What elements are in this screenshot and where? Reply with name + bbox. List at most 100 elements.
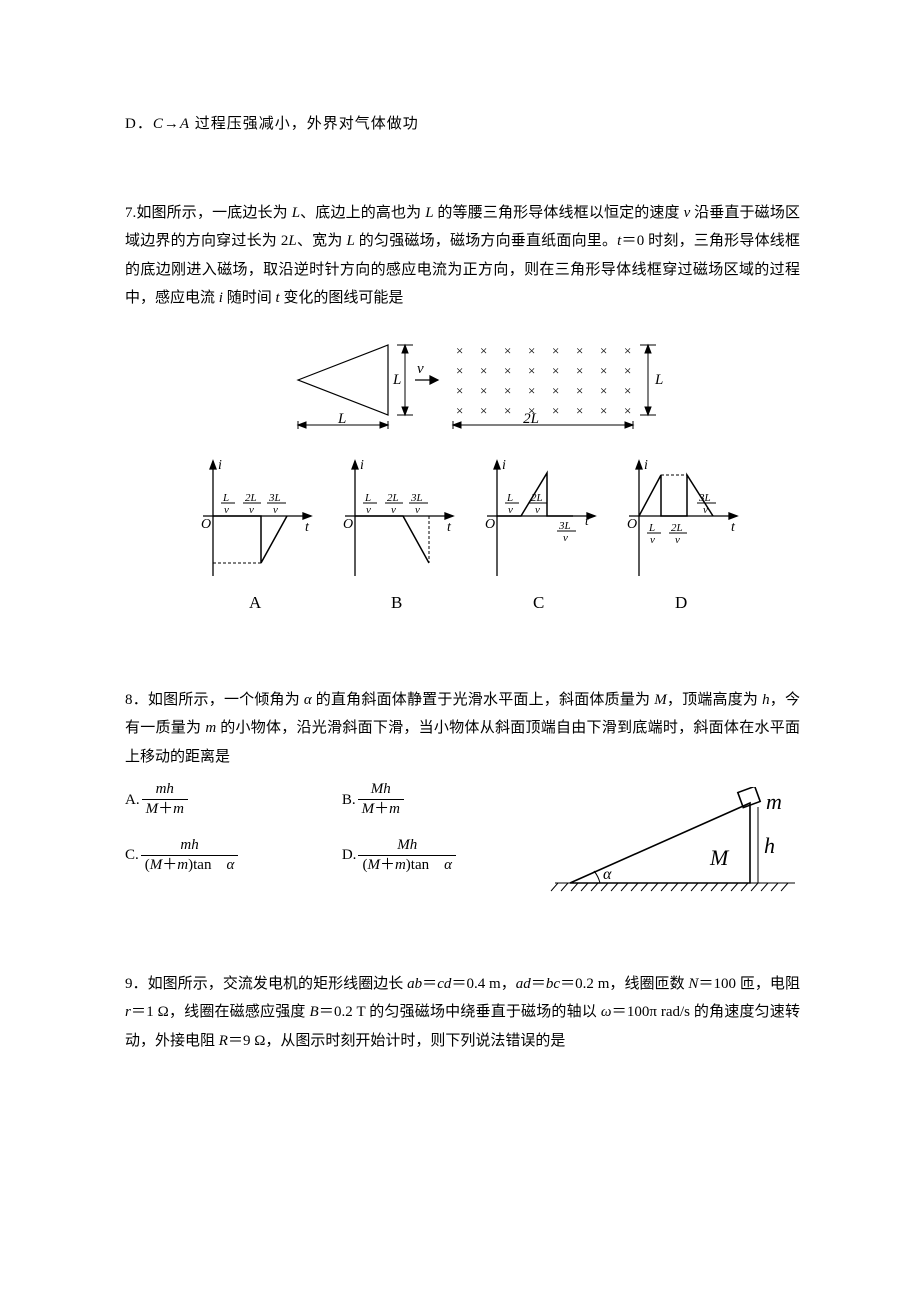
gap-1: [125, 147, 800, 199]
svg-text:3L: 3L: [558, 520, 571, 532]
q8-option-c: C. mh (M＋m)tan α: [125, 837, 325, 875]
svg-text:i: i: [644, 458, 648, 473]
svg-text:i: i: [502, 458, 506, 473]
svg-text:B: B: [391, 593, 402, 612]
q8-option-b: B. Mh M＋m: [342, 781, 542, 819]
q6d-label: D．: [125, 116, 153, 132]
svg-text:×: ×: [456, 343, 463, 358]
svg-text:v: v: [249, 504, 254, 516]
svg-text:3L: 3L: [410, 492, 423, 504]
svg-text:×: ×: [504, 343, 511, 358]
svg-text:v: v: [224, 504, 229, 516]
svg-text:×: ×: [624, 383, 631, 398]
svg-text:×: ×: [528, 363, 535, 378]
svg-text:α: α: [603, 866, 612, 883]
svg-text:×: ×: [504, 363, 511, 378]
svg-text:L: L: [648, 522, 655, 534]
svg-text:×: ×: [624, 403, 631, 418]
svg-text:v: v: [650, 534, 655, 546]
svg-text:×: ×: [552, 403, 559, 418]
q8-hatch: [551, 883, 788, 891]
svg-text:×: ×: [528, 343, 535, 358]
q8-figure: α M m h: [550, 787, 800, 918]
svg-text:v: v: [417, 361, 424, 377]
q7-num: 7.: [125, 205, 136, 221]
svg-text:×: ×: [480, 343, 487, 358]
svg-text:×: ×: [480, 383, 487, 398]
svg-text:v: v: [675, 534, 680, 546]
q8-option-a: A. mh M＋m: [125, 781, 325, 819]
svg-text:×: ×: [576, 363, 583, 378]
svg-text:v: v: [273, 504, 278, 516]
q9-num: 9．: [125, 976, 148, 992]
svg-text:×: ×: [456, 363, 463, 378]
q7-graph-d: i O t 3Lv Lv 2Lv D: [627, 458, 737, 612]
svg-text:L: L: [364, 492, 371, 504]
q6-option-d: D．C→A 过程压强减小，外界对气体做功: [125, 110, 800, 139]
svg-text:×: ×: [504, 383, 511, 398]
svg-text:×: ×: [600, 403, 607, 418]
svg-text:×: ×: [552, 383, 559, 398]
q8-options-row: A. mh M＋m B. Mh M＋m C. mh (M＋m)tan α: [125, 781, 800, 918]
svg-text:M: M: [709, 845, 730, 870]
svg-text:2L: 2L: [245, 492, 257, 504]
svg-text:O: O: [485, 517, 495, 532]
svg-text:L: L: [337, 411, 346, 427]
svg-text:L: L: [506, 492, 513, 504]
svg-text:×: ×: [456, 403, 463, 418]
svg-text:×: ×: [456, 383, 463, 398]
svg-text:×: ×: [480, 363, 487, 378]
svg-text:×: ×: [624, 363, 631, 378]
svg-text:i: i: [218, 458, 222, 473]
svg-text:D: D: [675, 593, 687, 612]
q6d-ca: C→A: [153, 116, 190, 132]
svg-text:v: v: [391, 504, 396, 516]
q9-stem: 9．如图所示，交流发电机的矩形线圈边长 ab＝cd＝0.4 m，ad＝bc＝0.…: [125, 970, 800, 1056]
q6d-post: 过程压强减小，外界对气体做功: [190, 116, 419, 132]
svg-text:t: t: [731, 520, 736, 535]
svg-text:×: ×: [480, 403, 487, 418]
q8-num: 8．: [125, 692, 148, 708]
svg-text:2L: 2L: [523, 411, 539, 427]
svg-text:L: L: [654, 372, 663, 388]
svg-text:v: v: [508, 504, 513, 516]
svg-text:v: v: [535, 504, 540, 516]
svg-text:L: L: [392, 372, 401, 388]
svg-text:v: v: [366, 504, 371, 516]
svg-text:×: ×: [528, 383, 535, 398]
q8-stem: 8．如图所示，一个倾角为 α 的直角斜面体静置于光滑水平面上，斜面体质量为 M，…: [125, 686, 800, 772]
q7-graph-a: i O t Lv 2Lv 3Lv A: [201, 458, 311, 612]
svg-text:t: t: [447, 520, 452, 535]
svg-text:C: C: [533, 593, 544, 612]
svg-text:t: t: [585, 513, 589, 528]
svg-text:×: ×: [576, 383, 583, 398]
svg-text:i: i: [360, 458, 364, 473]
q8-option-d: D. Mh (M＋m)tan α: [342, 837, 542, 875]
svg-text:O: O: [627, 517, 637, 532]
svg-text:3L: 3L: [268, 492, 281, 504]
svg-text:m: m: [766, 789, 782, 814]
svg-text:O: O: [201, 517, 211, 532]
q7-stem: 7.如图所示，一底边长为 L、底边上的高也为 L 的等腰三角形导体线框以恒定的速…: [125, 199, 800, 313]
q7-options-svg: i O t Lv 2Lv 3Lv A: [183, 451, 743, 626]
svg-text:v: v: [563, 532, 568, 544]
svg-text:×: ×: [576, 403, 583, 418]
q7-graph-b: i O t Lv 2Lv 3Lv B: [343, 458, 453, 612]
q7-setup-svg: L L v ××××××××××××××××××××××××××××××××: [253, 327, 673, 437]
q7-field-region: ××××××××××××××××××××××××××××××××: [456, 343, 631, 418]
svg-text:×: ×: [504, 403, 511, 418]
svg-text:t: t: [305, 520, 310, 535]
svg-text:×: ×: [576, 343, 583, 358]
svg-text:×: ×: [600, 383, 607, 398]
svg-text:h: h: [764, 833, 775, 858]
gap-2: [125, 634, 800, 686]
svg-text:2L: 2L: [671, 522, 683, 534]
gap-3: [125, 918, 800, 970]
svg-text:×: ×: [552, 363, 559, 378]
svg-text:×: ×: [600, 343, 607, 358]
svg-text:v: v: [415, 504, 420, 516]
q7-figure-setup: L L v ××××××××××××××××××××××××××××××××: [125, 327, 800, 437]
svg-text:×: ×: [600, 363, 607, 378]
svg-text:L: L: [222, 492, 229, 504]
svg-text:O: O: [343, 517, 353, 532]
